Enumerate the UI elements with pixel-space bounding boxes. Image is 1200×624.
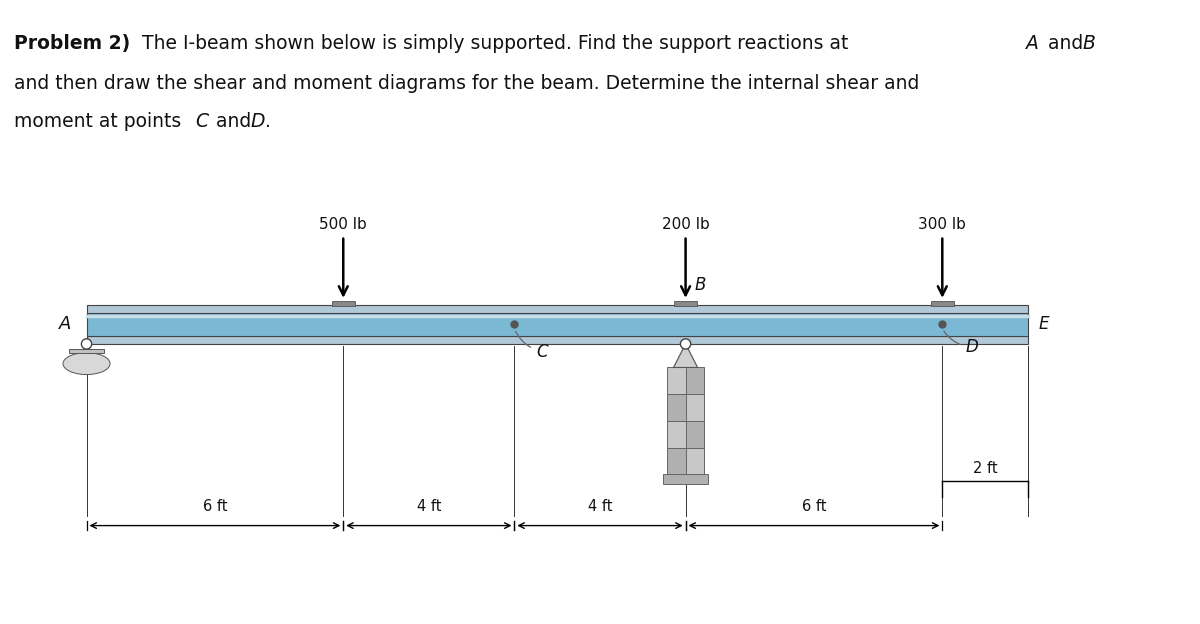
Text: C: C: [196, 112, 209, 131]
Bar: [674, 301, 697, 306]
Bar: [70, 349, 103, 353]
Text: B: B: [1082, 34, 1096, 53]
Text: D: D: [944, 331, 978, 356]
Text: 300 lb: 300 lb: [918, 217, 966, 232]
Text: 200 lb: 200 lb: [661, 217, 709, 232]
Bar: [664, 474, 708, 484]
Bar: [86, 313, 1028, 336]
Bar: [930, 301, 954, 306]
Circle shape: [680, 339, 691, 349]
Text: and: and: [1042, 34, 1088, 53]
Text: E: E: [1038, 316, 1049, 333]
Bar: [667, 421, 685, 447]
Text: and: and: [210, 112, 257, 131]
Text: 6 ft: 6 ft: [203, 499, 227, 514]
Text: 6 ft: 6 ft: [802, 499, 826, 514]
Text: The I-beam shown below is simply supported. Find the support reactions at: The I-beam shown below is simply support…: [142, 34, 854, 53]
Ellipse shape: [64, 353, 110, 374]
Text: 4 ft: 4 ft: [416, 499, 442, 514]
Bar: [685, 421, 703, 447]
Text: 4 ft: 4 ft: [588, 499, 612, 514]
Circle shape: [82, 339, 91, 349]
Text: D: D: [251, 112, 265, 131]
Bar: [667, 447, 685, 474]
Bar: [667, 368, 685, 394]
Text: moment at points: moment at points: [14, 112, 187, 131]
Text: B: B: [694, 276, 706, 295]
Text: and then draw the shear and moment diagrams for the beam. Determine the internal: and then draw the shear and moment diagr…: [14, 74, 919, 92]
Bar: [685, 394, 703, 421]
Text: C: C: [516, 331, 547, 361]
Bar: [331, 301, 355, 306]
Text: Problem 2): Problem 2): [14, 34, 131, 53]
Bar: [685, 368, 703, 394]
Text: A: A: [59, 316, 72, 333]
Bar: [667, 394, 685, 421]
Text: 2 ft: 2 ft: [973, 461, 997, 475]
Text: 500 lb: 500 lb: [319, 217, 367, 232]
Text: A: A: [1026, 34, 1039, 53]
Bar: [86, 305, 1028, 313]
Bar: [685, 447, 703, 474]
Text: .: .: [265, 112, 271, 131]
Polygon shape: [673, 344, 697, 368]
Bar: [86, 336, 1028, 344]
